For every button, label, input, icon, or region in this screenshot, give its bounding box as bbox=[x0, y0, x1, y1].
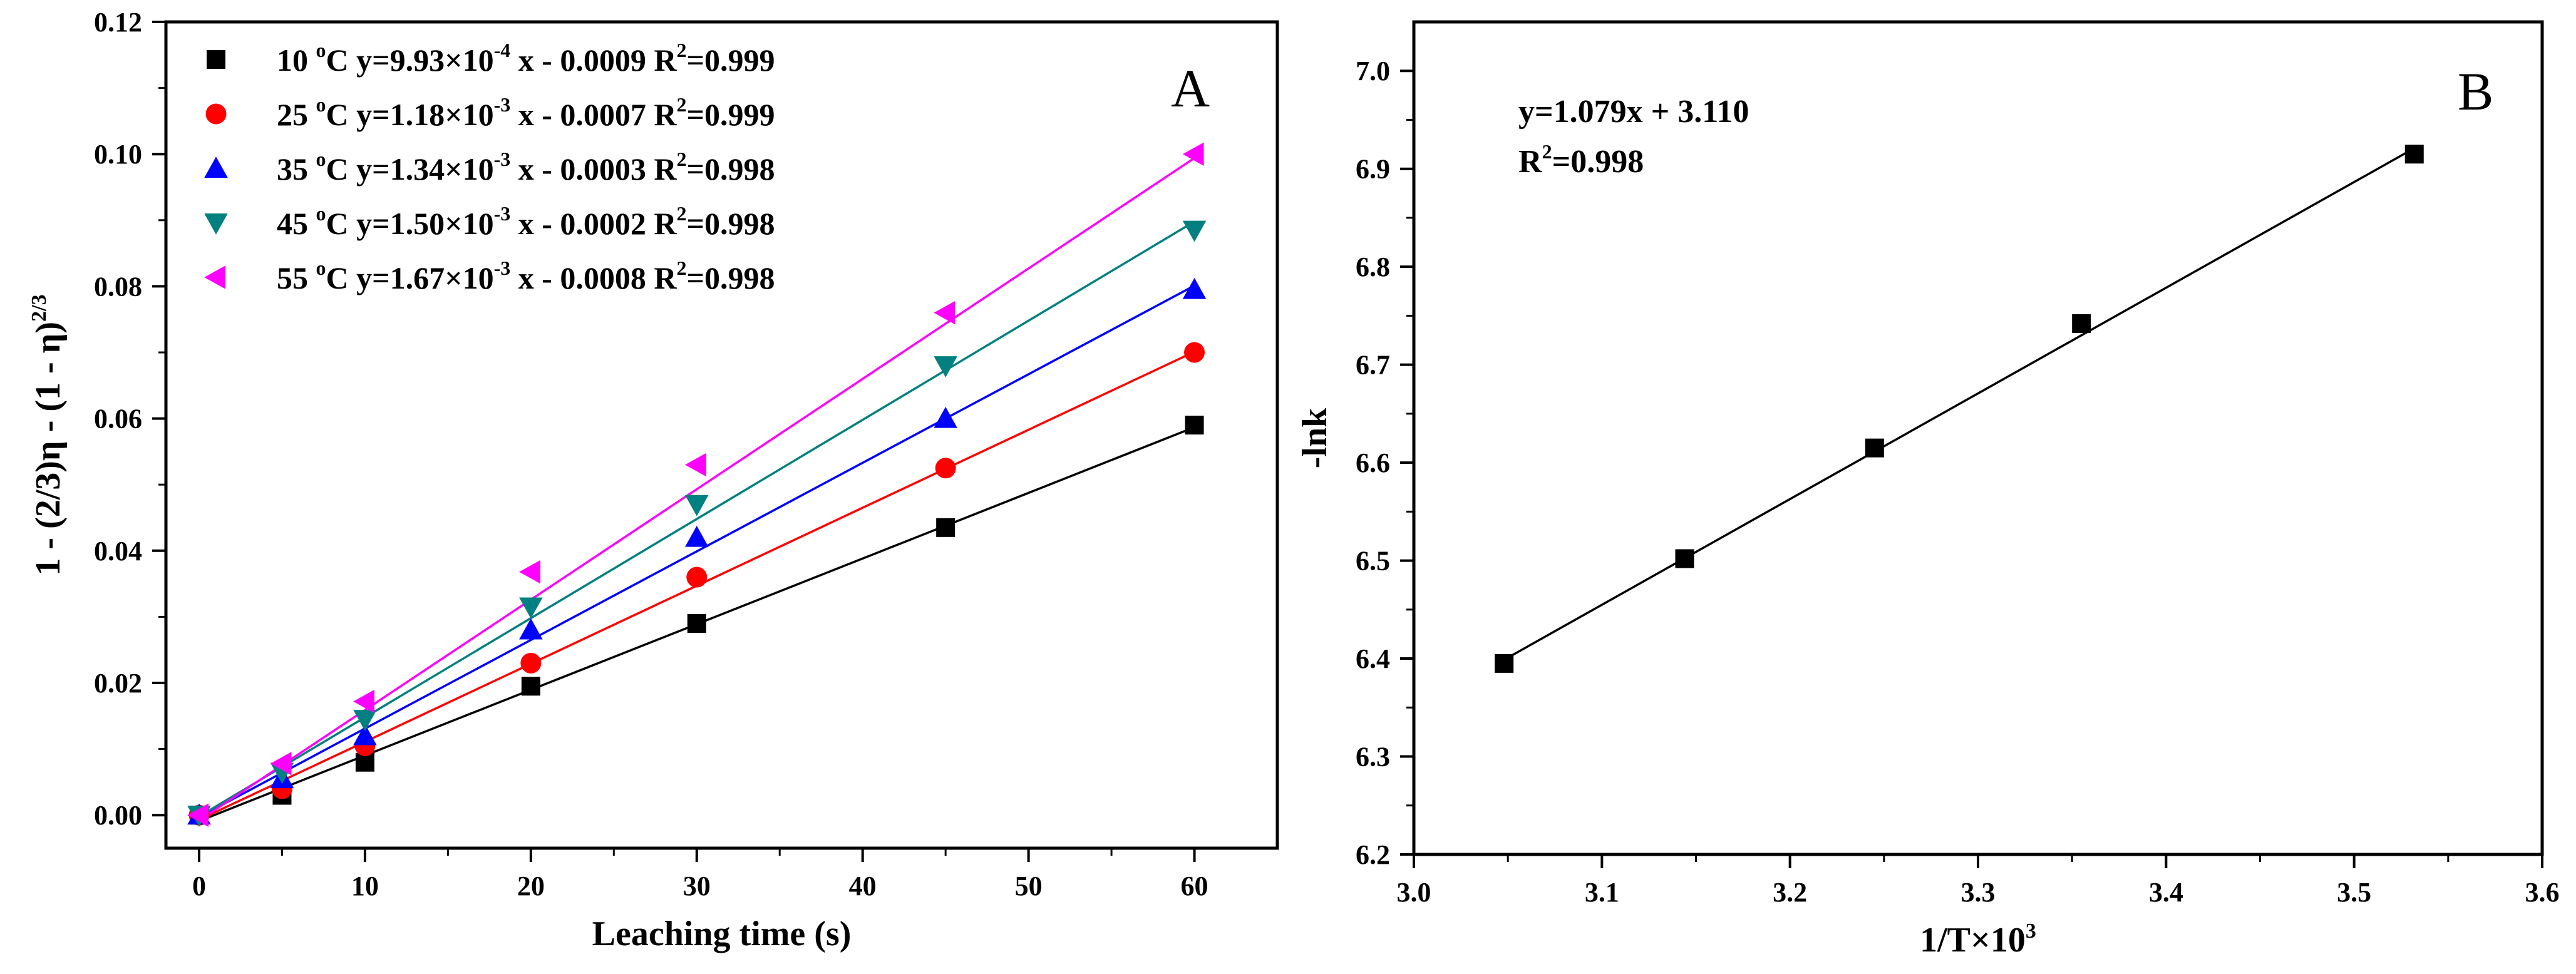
data-point-55c bbox=[187, 803, 209, 827]
y-tick-label: 0.12 bbox=[94, 7, 142, 38]
x-tick-label: 30 bbox=[683, 871, 711, 901]
y-tick-label: 7.0 bbox=[1356, 56, 1390, 86]
chart-panel-a: 0 10 20 30 40 50 60 0.00 0.02 0.04 0.06 0.08 0.10 0.1… bbox=[28, 7, 1279, 953]
x-tick-label: 10 bbox=[351, 871, 379, 901]
x-tick-label: 50 bbox=[1015, 871, 1043, 901]
data-point-10c bbox=[1185, 416, 1204, 435]
data-point-35c bbox=[353, 724, 377, 746]
data-point-25c bbox=[1184, 342, 1205, 363]
data-point bbox=[1865, 438, 1884, 458]
y-tick-label: 0.02 bbox=[94, 668, 142, 699]
y-tick-label: 0.00 bbox=[94, 800, 142, 831]
legend-marker-10c bbox=[207, 50, 225, 69]
data-point-10c bbox=[936, 518, 956, 537]
x-tick-label: 0 bbox=[192, 871, 206, 901]
data-point-10c bbox=[687, 613, 706, 633]
x-tick-label: 3.1 bbox=[1585, 877, 1619, 908]
fit-line bbox=[1503, 147, 2415, 661]
legend-marker-55c bbox=[204, 265, 225, 289]
panel-label-b: B bbox=[2458, 61, 2493, 121]
y-tick-label: 6.3 bbox=[1356, 742, 1390, 772]
x-axis-title: 1/T×103 bbox=[1920, 920, 2036, 960]
data-point-55c bbox=[1182, 142, 1204, 166]
fit-line-55c bbox=[198, 157, 1195, 822]
data-point-10c bbox=[521, 677, 540, 696]
y-tick-label: 0.04 bbox=[94, 536, 142, 566]
data-point-35c bbox=[934, 406, 957, 428]
fit-line-35c bbox=[198, 284, 1195, 818]
data-point-35c bbox=[1182, 277, 1207, 299]
x-tick-label: 3.5 bbox=[2337, 877, 2371, 908]
y-tick-label: 6.8 bbox=[1356, 252, 1390, 282]
legend-entry-55c: 55 oC y=1.67×10-3 x - 0.0008 R2=0.998 bbox=[277, 257, 775, 295]
data-point-45c bbox=[1182, 220, 1207, 242]
x-axis-title: Leaching time (s) bbox=[592, 915, 852, 953]
y-axis-title: -lnk bbox=[1296, 408, 1334, 468]
data-point bbox=[2404, 145, 2424, 164]
x-tick-label: 3.0 bbox=[1397, 877, 1431, 908]
x-tick-label: 40 bbox=[849, 871, 877, 901]
chart-panel-b: 3.0 3.1 3.2 3.3 3.4 3.5 3.6 6.2 6.3 6.4 6.5 6.6 6.7 6… bbox=[1296, 20, 2560, 960]
data-point-45c bbox=[685, 495, 709, 516]
data-point-55c bbox=[934, 300, 956, 325]
x-tick-label: 3.3 bbox=[1961, 877, 1996, 908]
data-point-25c bbox=[520, 652, 542, 674]
data-point-55c bbox=[353, 689, 374, 714]
legend-entry-35c: 35 oC y=1.34×10-3 x - 0.0003 R2=0.998 bbox=[277, 148, 775, 187]
legend-marker-25c bbox=[205, 103, 227, 125]
x-tick-label: 3.2 bbox=[1773, 877, 1807, 908]
y-tick-label: 6.6 bbox=[1356, 448, 1390, 478]
panel-label-a: A bbox=[1171, 58, 1210, 118]
x-tick-label: 60 bbox=[1181, 871, 1208, 901]
y-tick-label: 6.2 bbox=[1356, 839, 1390, 870]
x-tick-label: 20 bbox=[517, 871, 545, 901]
data-point bbox=[2072, 314, 2091, 333]
y-tick-label: 6.9 bbox=[1356, 154, 1390, 185]
data-point-55c bbox=[519, 560, 540, 584]
legend-marker-35c bbox=[204, 156, 228, 178]
plot-frame bbox=[164, 20, 1279, 850]
data-point bbox=[1675, 549, 1694, 568]
y-tick-label: 0.06 bbox=[94, 404, 142, 434]
y-tick-label: 0.08 bbox=[94, 271, 142, 302]
y-tick-label: 0.10 bbox=[94, 139, 142, 170]
fit-equation: y=1.079x + 3.110 bbox=[1518, 94, 1749, 130]
data-point bbox=[1495, 654, 1514, 673]
x-tick-label: 3.4 bbox=[2149, 877, 2183, 908]
legend-marker-45c bbox=[204, 213, 228, 235]
x-tick-label: 3.6 bbox=[2525, 877, 2560, 908]
y-tick-label: 6.4 bbox=[1356, 643, 1390, 674]
data-point-35c bbox=[685, 525, 709, 547]
data-point-35c bbox=[519, 618, 543, 640]
data-point-45c bbox=[353, 710, 377, 731]
legend-entry-25c: 25 oC y=1.18×10-3 x - 0.0007 R2=0.999 bbox=[277, 93, 775, 132]
y-tick-label: 6.7 bbox=[1356, 350, 1390, 381]
y-tick-label: 6.5 bbox=[1356, 546, 1390, 577]
data-point-55c bbox=[270, 752, 292, 776]
fit-line-45c bbox=[198, 220, 1195, 818]
fit-r-squared: R2=0.998 bbox=[1518, 140, 1644, 180]
y-axis-title: 1 - (2/3)η - (1 - η)2/3 bbox=[28, 294, 68, 575]
legend-entry-45c: 45 oC y=1.50×10-3 x - 0.0002 R2=0.998 bbox=[277, 202, 775, 241]
legend-entry-10c: 10 oC y=9.93×10-4 x - 0.0009 R2=0.999 bbox=[277, 39, 775, 78]
data-point-45c bbox=[934, 356, 957, 377]
data-point-55c bbox=[685, 453, 706, 477]
data-point-25c bbox=[935, 458, 956, 479]
data-point-45c bbox=[519, 597, 543, 619]
data-point-25c bbox=[686, 566, 708, 588]
